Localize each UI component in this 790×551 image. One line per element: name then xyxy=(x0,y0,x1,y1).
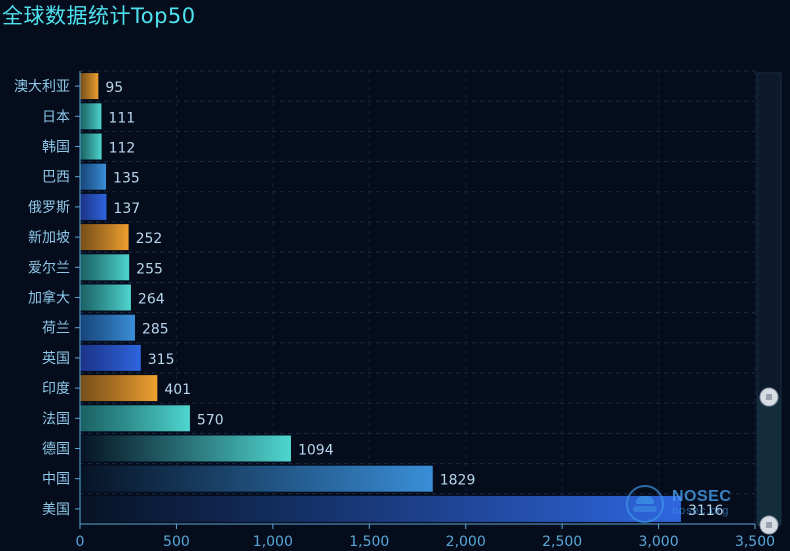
category-label: 巴西 xyxy=(42,170,70,186)
x-tick-label: 500 xyxy=(163,534,190,550)
value-label: 570 xyxy=(197,412,224,428)
bar[interactable] xyxy=(80,254,130,281)
category-label: 美国 xyxy=(42,502,70,518)
x-tick-label: 1,000 xyxy=(253,534,293,550)
category-label: 德国 xyxy=(42,442,70,458)
x-tick-label: 3,000 xyxy=(639,534,679,550)
value-label: 401 xyxy=(164,382,191,398)
bar[interactable] xyxy=(80,314,135,341)
x-tick-label: 1,500 xyxy=(349,534,389,550)
value-label: 112 xyxy=(109,141,136,157)
bar[interactable] xyxy=(80,103,102,130)
x-axis: 0 500 1,000 1,500 2,000 2,500 3,000 3,500 xyxy=(75,71,775,550)
category-label: 澳大利亚 xyxy=(14,79,70,95)
watermark: NOSEC nosec.org xyxy=(626,485,731,523)
grid-lines xyxy=(79,70,756,525)
category-label: 法国 xyxy=(42,411,70,427)
watermark-sub: nosec.org xyxy=(672,505,730,517)
slider-range[interactable] xyxy=(757,397,781,525)
x-tick-label: 0 xyxy=(76,534,85,550)
slider-handle-bottom[interactable] xyxy=(759,515,779,535)
value-label: 264 xyxy=(138,292,165,308)
value-label: 111 xyxy=(108,110,135,126)
bar[interactable] xyxy=(80,435,291,462)
value-label: 315 xyxy=(148,352,175,368)
category-label: 韩国 xyxy=(42,140,70,156)
zoom-slider xyxy=(756,72,782,535)
value-label: 252 xyxy=(136,231,163,247)
category-label: 俄罗斯 xyxy=(28,200,70,216)
watermark-main: NOSEC xyxy=(672,488,732,505)
bar[interactable] xyxy=(80,375,158,402)
chart-title: 全球数据统计Top50 xyxy=(2,4,196,28)
category-label: 英国 xyxy=(42,350,70,367)
x-tick-label: 2,000 xyxy=(446,534,486,550)
bars xyxy=(80,73,681,522)
value-label: 137 xyxy=(113,201,140,217)
category-label: 日本 xyxy=(42,109,70,125)
x-tick-label: 3,500 xyxy=(735,534,775,550)
x-tick-label: 2,500 xyxy=(542,534,582,550)
bar[interactable] xyxy=(80,405,190,432)
nosec-logo-icon xyxy=(626,485,664,523)
value-label: 1094 xyxy=(298,443,334,459)
category-label: 印度 xyxy=(42,381,70,397)
bar[interactable] xyxy=(80,224,129,251)
category-label: 新加坡 xyxy=(28,230,70,246)
value-label: 1829 xyxy=(440,473,476,489)
bar[interactable] xyxy=(80,193,107,220)
value-label: 135 xyxy=(113,171,140,187)
value-labels: 95 111 112 135 137 252 255 264 285 315 401 570 1094 1… xyxy=(105,80,723,519)
value-label: 3116 xyxy=(688,503,724,519)
value-label: 255 xyxy=(136,261,163,277)
bar[interactable] xyxy=(80,73,99,100)
bar[interactable] xyxy=(80,133,102,160)
bar[interactable] xyxy=(80,344,141,371)
bar[interactable] xyxy=(80,495,681,522)
value-label: 285 xyxy=(142,322,169,338)
bar[interactable] xyxy=(80,163,107,190)
slider-handle-top[interactable] xyxy=(759,387,779,407)
bar[interactable] xyxy=(80,284,131,311)
category-label: 荷兰 xyxy=(42,321,70,337)
category-label: 爱尔兰 xyxy=(28,260,70,276)
category-label: 中国 xyxy=(42,472,70,488)
category-label: 加拿大 xyxy=(28,290,70,307)
bar[interactable] xyxy=(80,465,433,492)
value-label: 95 xyxy=(105,80,123,96)
